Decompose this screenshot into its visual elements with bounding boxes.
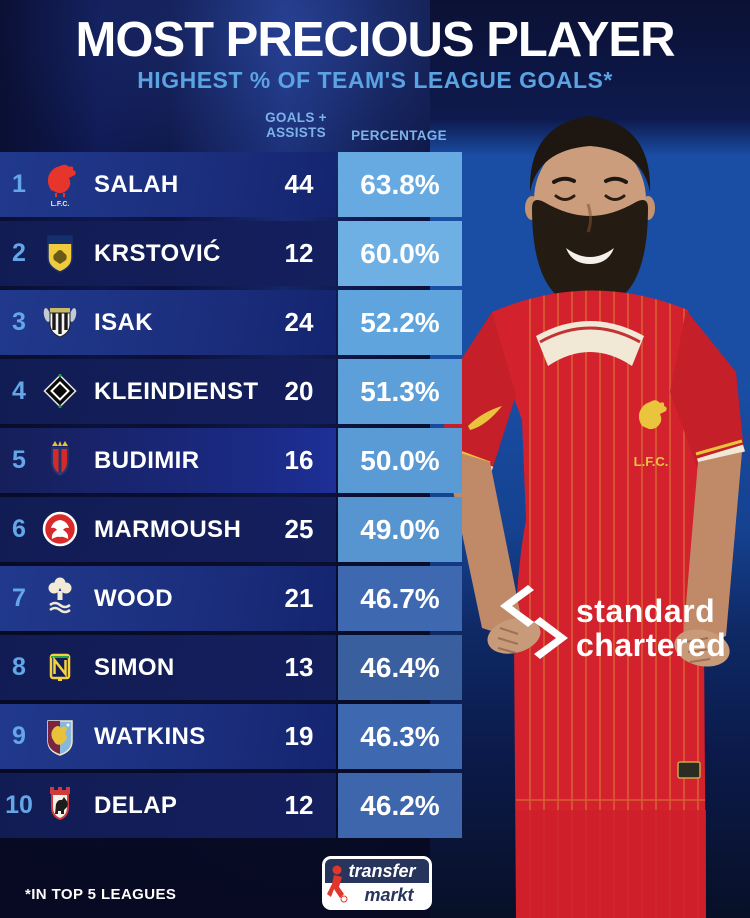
nike-swoosh-icon: [468, 406, 502, 430]
rank-value: 6: [12, 515, 26, 543]
nantes-badge-icon: [38, 642, 82, 694]
player-name: BUDIMIR: [94, 446, 200, 474]
rank-value: 8: [12, 653, 26, 681]
logo-text-transfer: transfer: [348, 861, 416, 881]
shorts: [516, 810, 706, 918]
rank-value: 2: [12, 239, 26, 267]
jersey-pinstripes: [516, 290, 706, 918]
rank-value: 10: [5, 791, 33, 819]
rank-value: 5: [12, 446, 26, 474]
table-row: 5 BUDIMIR 16 50.0%: [0, 428, 462, 493]
table-row: 7 WOOD 21 46.7%: [0, 566, 462, 631]
moenchengladbach-badge-icon: [38, 366, 82, 418]
table-row: 2 KRSTOVIĆ 12 60.0%: [0, 221, 462, 286]
right-sleeve: [670, 310, 744, 470]
page-title: MOST PRECIOUS PLAYER: [75, 13, 676, 67]
ranking-table: 1 L.F.C. SALAH 44 63.8% 2: [0, 152, 462, 842]
player-name: KLEINDIENST: [94, 377, 259, 405]
player-name: WATKINS: [94, 722, 206, 750]
lfc-crest-icon: L.F.C.: [634, 400, 669, 469]
player-name: SIMON: [94, 653, 175, 681]
goals-assists-value: 12: [284, 238, 314, 268]
player-name: ISAK: [94, 308, 153, 336]
table-row: 8 SIMON 13 46.4%: [0, 635, 462, 700]
svg-text:L.F.C.: L.F.C.: [51, 201, 70, 208]
liverpool-badge-icon: L.F.C.: [38, 159, 82, 211]
goals-assists-value: 13: [284, 652, 314, 682]
footnote: *IN TOP 5 LEAGUES: [25, 886, 177, 903]
sponsor-text-1: standard: [576, 593, 715, 629]
transfermarkt-player-icon: [327, 865, 348, 903]
table-row: 3 ISAK 24 52.2%: [0, 290, 462, 355]
page-subtitle: HIGHEST % OF TEAM'S LEAGUE GOALS*: [137, 67, 613, 93]
osasuna-badge-icon: [38, 435, 82, 487]
column-header-percentage: PERCENTAGE: [351, 128, 447, 143]
standard-chartered-logo: standard chartered: [500, 585, 726, 663]
percentage-value: 49.0%: [338, 497, 462, 562]
percentage-value: 46.7%: [338, 566, 462, 631]
goals-assists-value: 21: [284, 583, 314, 613]
goals-assists-value: 25: [284, 514, 314, 544]
beard: [532, 200, 648, 312]
percentage-value: 50.0%: [338, 428, 462, 493]
rank-value: 1: [12, 170, 26, 198]
lfc-crest-text: L.F.C.: [634, 454, 669, 469]
table-row: 4 KLEINDIENST 20 51.3%: [0, 359, 462, 424]
rank-value: 7: [12, 584, 26, 612]
aston-villa-badge-icon: [38, 711, 82, 763]
table-row: 9 WATKINS 19 46.3%: [0, 704, 462, 769]
ipswich-town-badge-icon: [38, 780, 82, 832]
player-head: [525, 116, 655, 336]
goals-assists-value: 12: [284, 790, 314, 820]
player-name: DELAP: [94, 791, 178, 819]
percentage-value: 46.4%: [338, 635, 462, 700]
player-name: WOOD: [94, 584, 173, 612]
percentage-value: 46.2%: [338, 773, 462, 838]
table-row: 10 DELAP 12 46.2%: [0, 773, 462, 838]
goals-assists-value: 24: [284, 307, 314, 337]
player-photo-salah: L.F.C. standard chartered: [430, 0, 750, 918]
transfermarkt-logo: transfer markt: [322, 856, 432, 910]
goals-assists-value: 44: [284, 169, 314, 199]
rank-value: 4: [12, 377, 26, 405]
goals-assists-value: 20: [284, 376, 314, 406]
nottingham-forest-badge-icon: [38, 573, 82, 625]
rank-value: 3: [12, 308, 26, 336]
hair: [529, 116, 651, 192]
goals-assists-value: 19: [284, 721, 314, 751]
percentage-value: 63.8%: [338, 152, 462, 217]
player-name: SALAH: [94, 170, 179, 198]
goals-assists-value: 16: [284, 445, 314, 475]
player-name: MARMOUSH: [94, 515, 242, 543]
column-header-goals-assists: GOALS + ASSISTS: [265, 110, 327, 140]
smile: [566, 248, 614, 264]
newcastle-badge-icon: [38, 297, 82, 349]
percentage-value: 46.3%: [338, 704, 462, 769]
sponsor-text-2: chartered: [576, 627, 726, 663]
percentage-value: 52.2%: [338, 290, 462, 355]
percentage-value: 60.0%: [338, 221, 462, 286]
rank-value: 9: [12, 722, 26, 750]
table-row: 1 L.F.C. SALAH 44 63.8%: [0, 152, 462, 217]
table-row: 6 MARMOUSH 25 49.0%: [0, 497, 462, 562]
lecce-badge-icon: [38, 228, 82, 280]
eintracht-frankfurt-badge-icon: [38, 504, 82, 556]
player-arms: [444, 448, 742, 667]
player-name: KRSTOVIĆ: [94, 239, 221, 267]
percentage-value: 51.3%: [338, 359, 462, 424]
jersey-tag: [677, 761, 701, 779]
